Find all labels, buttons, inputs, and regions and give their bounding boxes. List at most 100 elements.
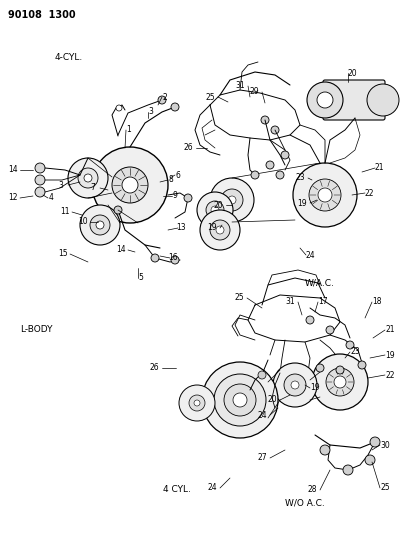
Text: 26: 26 (149, 364, 159, 373)
Text: 31: 31 (235, 82, 245, 91)
Text: W/A.C.: W/A.C. (305, 279, 335, 287)
Text: 6: 6 (176, 171, 180, 180)
Circle shape (84, 174, 92, 182)
Circle shape (346, 341, 354, 349)
Circle shape (90, 215, 110, 235)
Text: 3: 3 (148, 108, 154, 117)
Circle shape (370, 437, 380, 447)
Text: 26: 26 (183, 143, 193, 152)
Circle shape (358, 361, 366, 369)
Text: 30: 30 (380, 440, 390, 449)
Text: 12: 12 (8, 193, 18, 203)
Circle shape (35, 163, 45, 173)
Circle shape (171, 256, 179, 264)
Circle shape (312, 354, 368, 410)
Text: 29: 29 (249, 87, 259, 96)
Text: 3: 3 (59, 181, 63, 190)
Text: 24: 24 (257, 410, 267, 419)
Circle shape (276, 171, 284, 179)
Text: 13: 13 (176, 223, 186, 232)
Circle shape (281, 151, 289, 159)
Circle shape (306, 316, 314, 324)
Text: 25: 25 (234, 294, 244, 303)
Text: 18: 18 (372, 297, 382, 306)
Text: L-BODY: L-BODY (20, 326, 53, 335)
Circle shape (194, 400, 200, 406)
Circle shape (266, 161, 274, 169)
Circle shape (116, 105, 122, 111)
Text: 2: 2 (163, 93, 167, 101)
Circle shape (326, 368, 354, 396)
Circle shape (365, 455, 375, 465)
Circle shape (326, 326, 334, 334)
Text: 31: 31 (285, 297, 295, 306)
Text: 14: 14 (8, 166, 18, 174)
Text: 90108  1300: 90108 1300 (8, 10, 76, 20)
Text: 16: 16 (168, 254, 178, 262)
Text: 19: 19 (310, 384, 320, 392)
Text: 11: 11 (60, 207, 70, 216)
Circle shape (336, 366, 344, 374)
Text: 21: 21 (374, 164, 384, 173)
Circle shape (228, 196, 236, 204)
Circle shape (68, 158, 108, 198)
Text: 22: 22 (364, 189, 374, 198)
Circle shape (197, 192, 233, 228)
Text: 5: 5 (139, 273, 144, 282)
Circle shape (112, 167, 148, 203)
Text: 4 CYL.: 4 CYL. (163, 486, 191, 495)
Circle shape (261, 116, 269, 124)
Circle shape (258, 371, 266, 379)
Text: 20: 20 (213, 200, 223, 209)
Circle shape (291, 381, 299, 389)
Circle shape (189, 395, 205, 411)
Text: 21: 21 (385, 326, 395, 335)
Circle shape (233, 393, 247, 407)
Text: 8: 8 (169, 175, 173, 184)
Text: 10: 10 (78, 217, 88, 227)
Circle shape (200, 210, 240, 250)
FancyBboxPatch shape (323, 80, 385, 120)
Circle shape (271, 126, 279, 134)
Circle shape (171, 103, 179, 111)
Circle shape (216, 226, 224, 234)
Text: 15: 15 (58, 249, 68, 259)
Text: 20: 20 (347, 69, 357, 77)
Circle shape (158, 96, 166, 104)
Circle shape (318, 188, 332, 202)
Text: 4-CYL.: 4-CYL. (55, 52, 83, 61)
Text: 27: 27 (257, 454, 267, 463)
Text: 7: 7 (91, 183, 95, 192)
Circle shape (35, 175, 45, 185)
Text: 25: 25 (205, 93, 215, 101)
Circle shape (179, 385, 215, 421)
Text: 1: 1 (127, 125, 132, 134)
Text: 20: 20 (267, 395, 277, 405)
Circle shape (293, 163, 357, 227)
Circle shape (210, 178, 254, 222)
Circle shape (92, 147, 168, 223)
Circle shape (206, 201, 224, 219)
Text: 19: 19 (297, 198, 307, 207)
Text: 9: 9 (172, 191, 177, 200)
Circle shape (343, 465, 353, 475)
Circle shape (273, 363, 317, 407)
Circle shape (35, 187, 45, 197)
Circle shape (284, 374, 306, 396)
Circle shape (251, 171, 259, 179)
Circle shape (122, 177, 138, 193)
Circle shape (80, 205, 120, 245)
Circle shape (309, 179, 341, 211)
Text: 19: 19 (385, 351, 395, 359)
Circle shape (114, 206, 122, 214)
Text: 23: 23 (350, 348, 360, 357)
Circle shape (214, 374, 266, 426)
Text: 25: 25 (380, 483, 390, 492)
Circle shape (367, 84, 399, 116)
Circle shape (334, 376, 346, 388)
Text: 17: 17 (318, 297, 328, 306)
Circle shape (316, 364, 324, 372)
Circle shape (96, 221, 104, 229)
Text: 14: 14 (116, 246, 126, 254)
Text: 23: 23 (295, 174, 305, 182)
